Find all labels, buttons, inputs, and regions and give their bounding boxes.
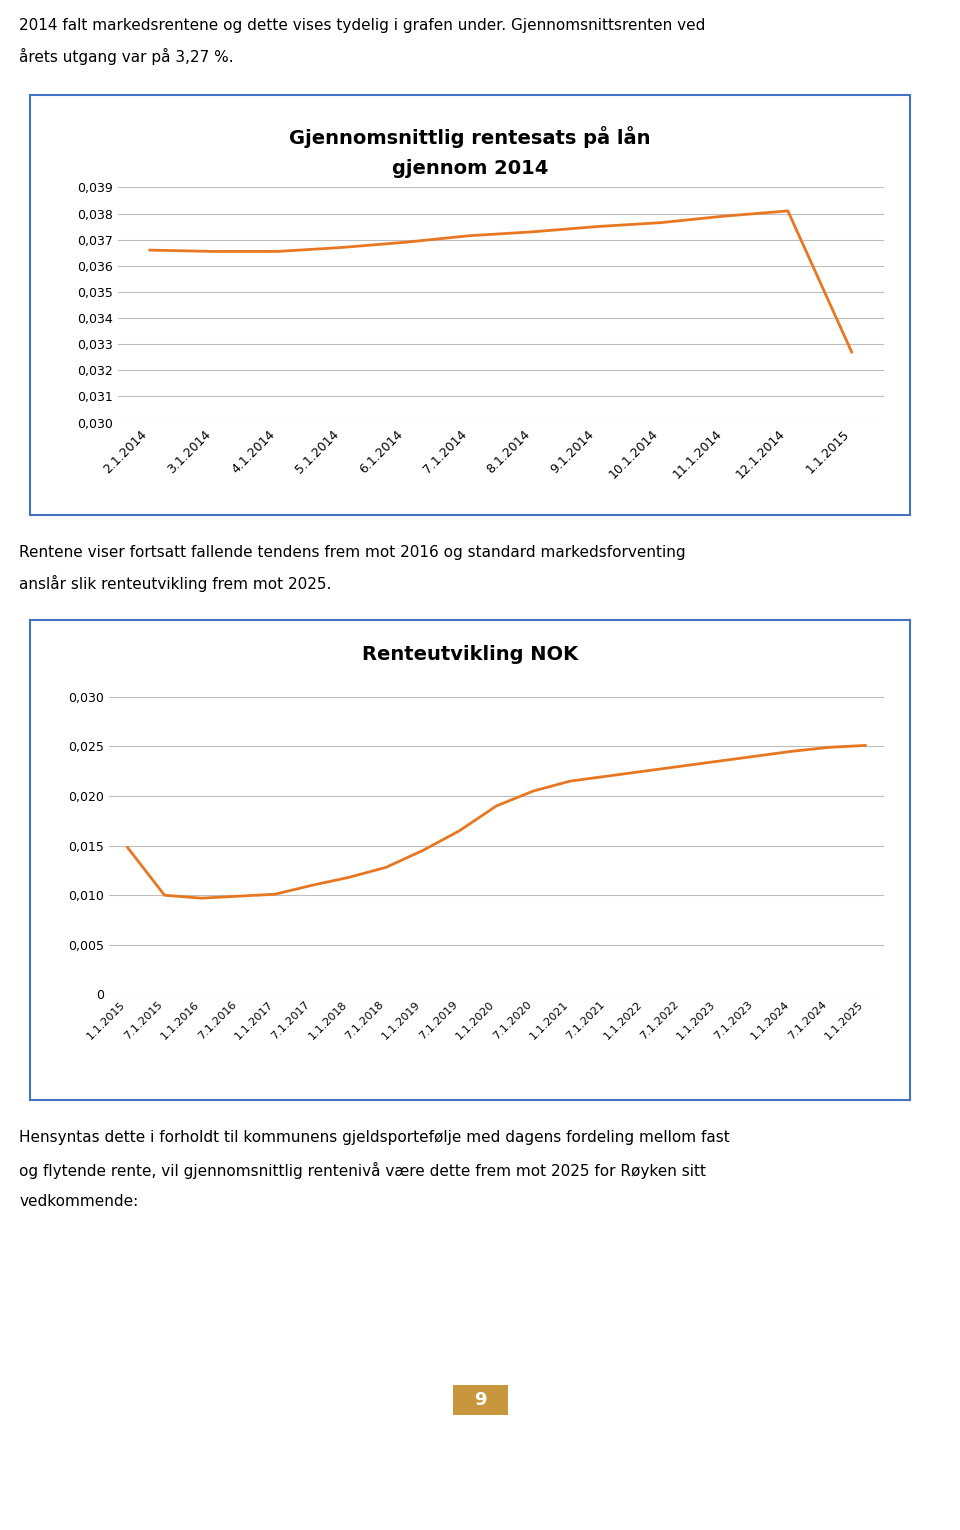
Text: gjennom 2014: gjennom 2014	[392, 159, 548, 179]
Text: Renteutvikling NOK: Renteutvikling NOK	[362, 646, 578, 664]
Text: Hensyntas dette i forholdt til kommunens gjeldsportefølje med dagens fordeling m: Hensyntas dette i forholdt til kommunens…	[19, 1131, 730, 1144]
Text: og flytende rente, vil gjennomsnittlig rentenivå være dette frem mot 2025 for Rø: og flytende rente, vil gjennomsnittlig r…	[19, 1161, 707, 1180]
Text: årets utgang var på 3,27 %.: årets utgang var på 3,27 %.	[19, 47, 234, 64]
Text: 9: 9	[473, 1391, 487, 1409]
Text: vedkommende:: vedkommende:	[19, 1193, 138, 1209]
Text: anslår slik renteutvikling frem mot 2025.: anslår slik renteutvikling frem mot 2025…	[19, 575, 331, 592]
Text: 2014 falt markedsrentene og dette vises tydelig i grafen under. Gjennomsnittsren: 2014 falt markedsrentene og dette vises …	[19, 18, 706, 34]
Text: Rentene viser fortsatt fallende tendens frem mot 2016 og standard markedsforvent: Rentene viser fortsatt fallende tendens …	[19, 545, 685, 560]
Text: Gjennomsnittlig rentesats på lån: Gjennomsnittlig rentesats på lån	[289, 125, 651, 147]
